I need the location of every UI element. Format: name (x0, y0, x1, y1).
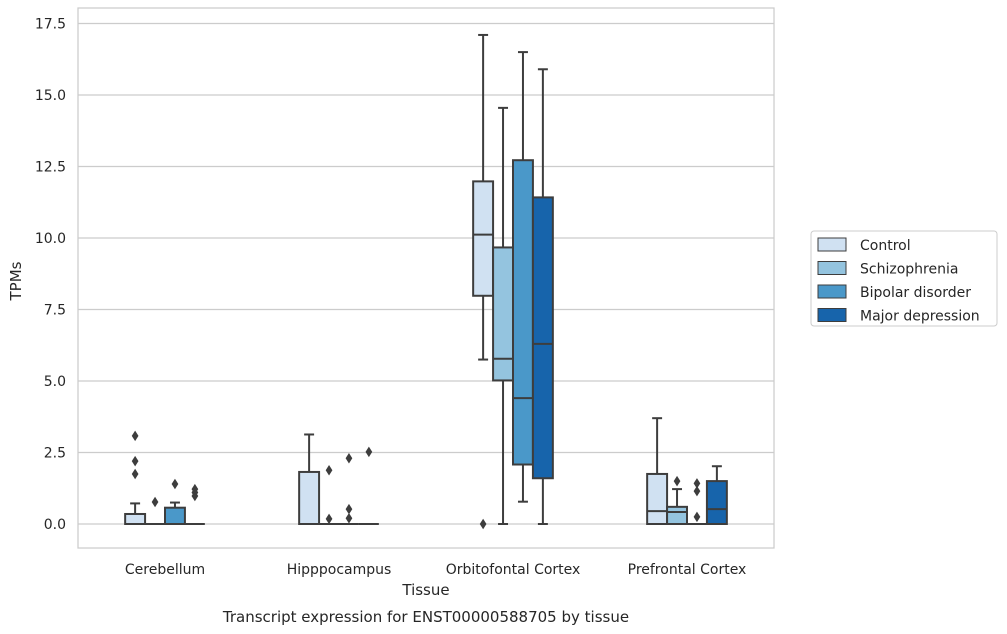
x-tick-label: Prefrontal Cortex (628, 562, 747, 578)
box (164, 506, 186, 525)
outlier-point (693, 485, 701, 497)
outlier-point (345, 513, 353, 524)
legend-swatch (817, 237, 847, 252)
legend-swatch (817, 308, 847, 322)
y-tick-label: 5.0 (44, 374, 66, 390)
y-axis-ticks: 0.0 2.5 5.0 7.5 10.0 12.5 15.0 17.5 (35, 17, 66, 534)
plot-area-frame (77, 7, 775, 549)
outlier-point (131, 468, 139, 480)
outlier-point (693, 511, 701, 523)
y-tick-label: 10.0 (35, 231, 66, 247)
y-tick-label: 7.5 (44, 303, 66, 319)
box-series (124, 33, 728, 530)
y-tick-label: 17.5 (35, 17, 66, 33)
box (124, 512, 147, 525)
x-tick-label: Orbitofontal Cortex (446, 562, 581, 578)
legend-swatch (817, 284, 847, 299)
x-axis-ticks: Cerebellum Hipppocampus Orbitofontal Corte… (125, 562, 746, 578)
outlier-point (345, 452, 353, 464)
y-tick-label: 0.0 (44, 517, 66, 533)
legend-label: Bipolar disorder (860, 285, 971, 301)
x-tick-label: Cerebellum (125, 562, 205, 578)
box (531, 196, 554, 480)
series-major-depression (184, 68, 728, 526)
x-tick-label: Hipppocampus (287, 562, 392, 578)
box (646, 472, 669, 526)
box (666, 505, 689, 525)
series-control (124, 33, 669, 530)
outlier-point (673, 475, 681, 487)
box (298, 470, 321, 525)
outlier-point (345, 503, 353, 515)
series-bipolar-disorder (164, 51, 707, 525)
legend: Control Schizophrenia Bipolar disorder Majo… (810, 230, 998, 327)
outlier-point (171, 478, 179, 490)
y-tick-label: 15.0 (35, 88, 66, 104)
y-axis-label: TPMs (7, 261, 25, 301)
outlier-point (325, 513, 333, 525)
y-tick-label: 2.5 (44, 446, 66, 462)
legend-label: Major depression (860, 309, 980, 325)
outlier-point (479, 518, 487, 530)
outlier-point (131, 430, 139, 442)
legend-frame (810, 230, 998, 327)
outlier-point (693, 478, 701, 489)
legend-label: Control (860, 238, 911, 254)
gridlines (78, 22, 774, 525)
outlier-point (131, 455, 139, 467)
outlier-point (325, 464, 333, 476)
legend-swatch (817, 261, 847, 275)
box (705, 480, 728, 526)
y-tick-label: 12.5 (35, 160, 66, 176)
figure-caption: Transcript expression for ENST0000058870… (222, 608, 629, 626)
outlier-point (191, 483, 199, 495)
legend-label: Schizophrenia (860, 262, 958, 278)
box (512, 159, 534, 466)
outlier-point (151, 496, 159, 508)
box (492, 246, 514, 382)
box (472, 180, 495, 297)
series-schizophrenia (145, 106, 689, 525)
outlier-point (365, 446, 373, 458)
x-axis-label: Tissue (401, 581, 449, 599)
